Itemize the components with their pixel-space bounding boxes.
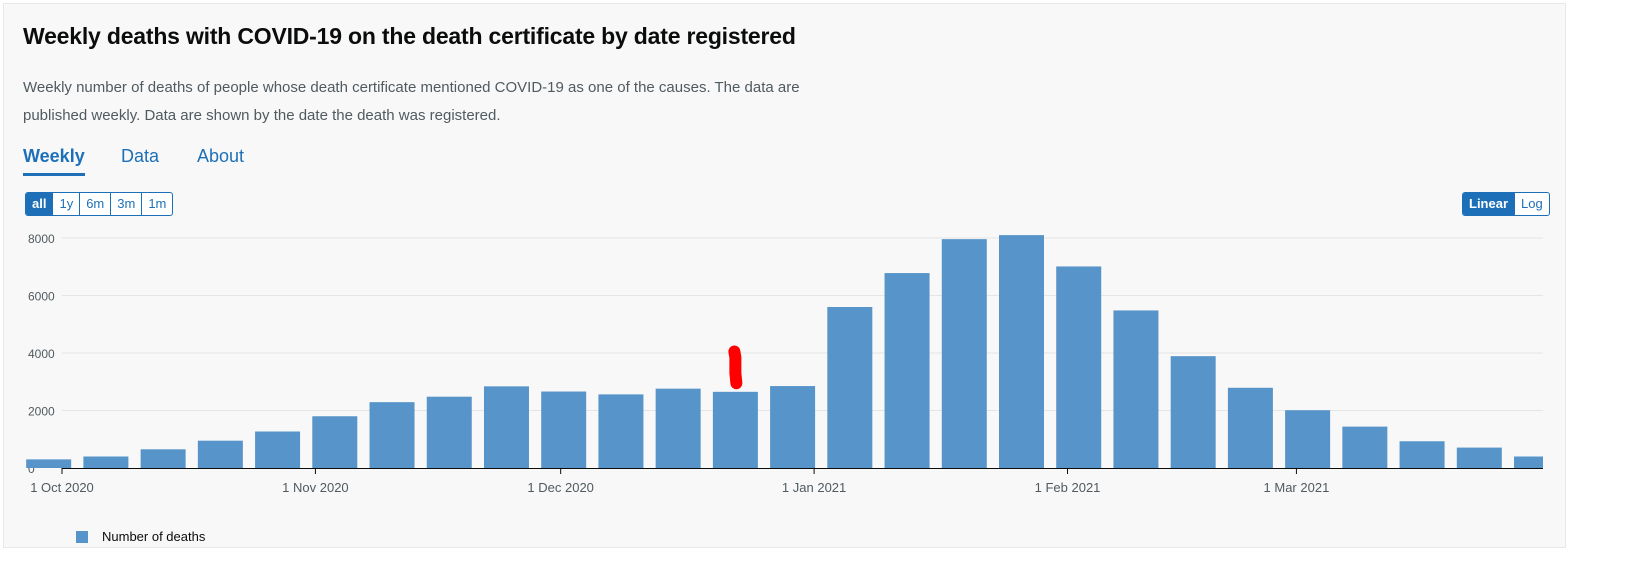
x-tick-label: 1 Dec 2020 bbox=[527, 480, 594, 495]
bar bbox=[1399, 441, 1445, 468]
bar bbox=[1456, 447, 1502, 468]
tab-data[interactable]: Data bbox=[121, 146, 160, 166]
range-button-group: all 1y 6m 3m 1m bbox=[25, 192, 174, 216]
bar bbox=[83, 456, 129, 468]
tab-weekly[interactable]: Weekly bbox=[23, 146, 85, 176]
x-tick-label: 1 Oct 2020 bbox=[30, 480, 94, 495]
scale-linear-button[interactable]: Linear bbox=[1463, 193, 1515, 215]
bar bbox=[140, 449, 186, 468]
chart-description: Weekly number of deaths of people whose … bbox=[23, 79, 800, 124]
x-tick-label: 1 Mar 2021 bbox=[1264, 480, 1330, 495]
bar bbox=[1342, 426, 1388, 468]
chart-legend: Number of deaths bbox=[76, 529, 205, 544]
y-tick-label: 6000 bbox=[28, 290, 55, 304]
bar bbox=[369, 402, 415, 468]
bar bbox=[483, 386, 529, 468]
x-tick-label: 1 Jan 2021 bbox=[782, 480, 846, 495]
bar bbox=[1514, 456, 1543, 468]
range-6m-button[interactable]: 6m bbox=[79, 193, 110, 215]
bar bbox=[999, 235, 1044, 468]
range-3m-button[interactable]: 3m bbox=[110, 193, 141, 215]
y-tick-label: 0 bbox=[28, 462, 35, 476]
bar bbox=[1056, 266, 1102, 468]
bar bbox=[712, 391, 758, 468]
tab-about[interactable]: About bbox=[197, 146, 245, 166]
legend-swatch bbox=[76, 530, 88, 543]
x-tick-label: 1 Nov 2020 bbox=[282, 480, 349, 495]
y-tick-label: 4000 bbox=[28, 347, 55, 361]
bar bbox=[941, 239, 987, 468]
legend-label: Number of deaths bbox=[102, 529, 206, 544]
bar bbox=[827, 307, 873, 468]
annotation-mark bbox=[728, 345, 743, 390]
bar bbox=[426, 396, 472, 468]
bar bbox=[1285, 410, 1331, 468]
bar bbox=[197, 440, 243, 468]
bar bbox=[1227, 387, 1273, 468]
bar bbox=[26, 459, 72, 468]
scale-log-button[interactable]: Log bbox=[1514, 193, 1549, 215]
bar bbox=[1170, 356, 1216, 468]
scale-button-group: Linear Log bbox=[1462, 192, 1550, 216]
bar bbox=[541, 391, 587, 468]
range-1m-button[interactable]: 1m bbox=[141, 193, 172, 215]
bar bbox=[255, 431, 301, 468]
range-1y-button[interactable]: 1y bbox=[52, 193, 79, 215]
x-tick-label: 1 Feb 2021 bbox=[1035, 480, 1101, 495]
bar bbox=[884, 273, 930, 468]
bar bbox=[598, 394, 644, 468]
chart-title: Weekly deaths with COVID-19 on the death… bbox=[23, 23, 796, 49]
range-all-button[interactable]: all bbox=[26, 193, 53, 215]
y-tick-label: 2000 bbox=[28, 405, 55, 419]
bar bbox=[655, 388, 701, 468]
y-tick-label: 8000 bbox=[28, 232, 55, 246]
bar bbox=[1113, 310, 1159, 468]
bar bbox=[770, 386, 816, 468]
bar bbox=[312, 416, 358, 468]
